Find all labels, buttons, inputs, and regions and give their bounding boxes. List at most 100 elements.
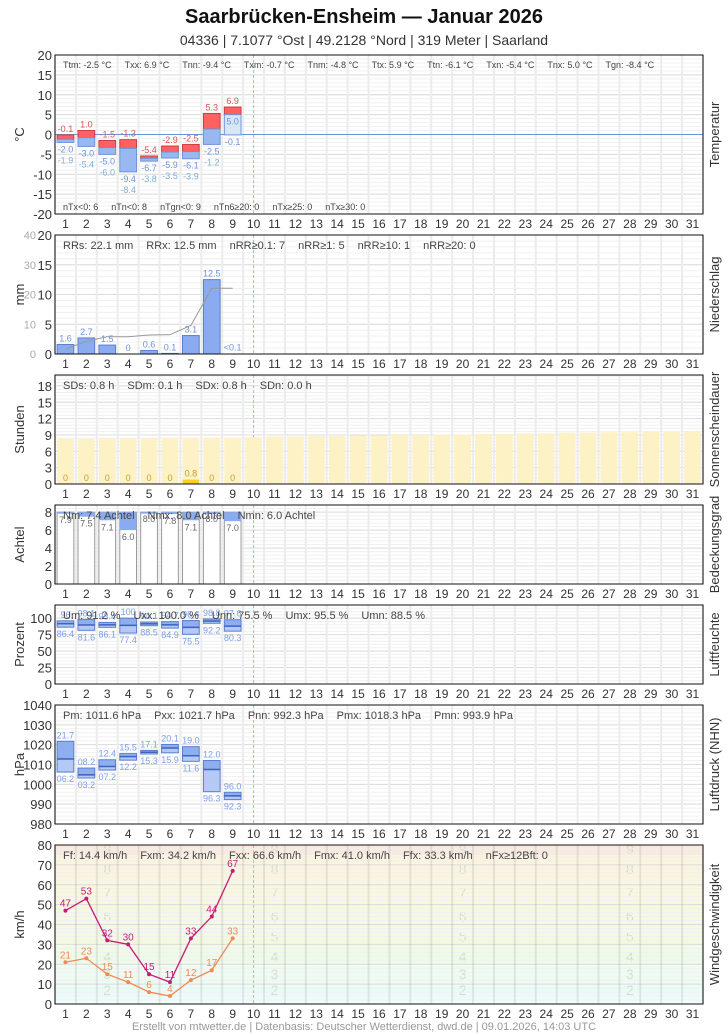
- x-tick-label: 14: [331, 357, 345, 371]
- x-tick-label: 15: [351, 487, 365, 501]
- y-tick-label: 75: [38, 628, 52, 643]
- x-tick-label: 6: [167, 1007, 174, 1021]
- sunshine-potential-bar: [433, 434, 451, 484]
- x-tick-label: 25: [560, 687, 574, 701]
- x-tick-label: 13: [310, 687, 324, 701]
- temp-mid-value: 5.0: [226, 117, 239, 127]
- y-tick-label: 20: [38, 957, 52, 972]
- panel-title: Bedeckungsgrad: [707, 496, 722, 594]
- x-tick-label: 6: [167, 827, 174, 841]
- x-tick-label: 3: [104, 357, 111, 371]
- cloud-clear-part: [161, 512, 179, 514]
- stat-label: nTn<0: 8: [111, 202, 147, 212]
- x-tick-label: 25: [560, 487, 574, 501]
- x-tick-label: 4: [125, 487, 132, 501]
- x-tick-label: 1: [62, 587, 69, 601]
- x-tick-label: 26: [581, 487, 595, 501]
- sunshine-value: 0: [126, 473, 131, 483]
- x-tick-label: 9: [229, 357, 236, 371]
- x-tick-label: 28: [623, 827, 637, 841]
- x-tick-label: 6: [167, 587, 174, 601]
- y-tick-label: 980: [30, 817, 52, 832]
- x-tick-label: 10: [247, 687, 261, 701]
- sunshine-potential-bar: [642, 431, 660, 484]
- x-tick-label: 11: [268, 1007, 281, 1021]
- y-tick-label: 50: [38, 898, 52, 913]
- x-tick-label: 6: [167, 487, 174, 501]
- x-tick-label: 29: [644, 357, 658, 371]
- luftdruck-min-value: 07.2: [98, 772, 116, 782]
- x-tick-label: 24: [540, 217, 554, 231]
- luftdruck-lower-bar: [202, 768, 221, 793]
- sunshine-potential-bar: [684, 431, 701, 484]
- y-tick-label: 5: [45, 317, 52, 332]
- wind-value: 30: [123, 932, 135, 943]
- x-tick-label: 30: [665, 357, 679, 371]
- y-tick-label: 3: [45, 461, 52, 476]
- y-tick-label: 10: [38, 88, 52, 103]
- x-tick-label: 14: [331, 1007, 345, 1021]
- y2-tick-label: 20: [24, 290, 36, 302]
- y-tick-label: 0: [45, 128, 52, 143]
- wind-value: 12: [185, 968, 197, 979]
- stat-label: Ff: 14.4 km/h: [63, 850, 127, 862]
- stat-label: Nmn: 6.0 Achtel: [238, 510, 316, 522]
- x-tick-label: 17: [393, 487, 407, 501]
- temp-min-bar: [77, 137, 96, 147]
- cloud-clear-part: [182, 512, 200, 521]
- cloud-value: 7.1: [101, 522, 114, 532]
- x-tick-label: 26: [581, 587, 595, 601]
- stat-label: Pmn: 993.9 hPa: [434, 710, 514, 722]
- luftdruck-min-value: 06.2: [57, 774, 75, 784]
- x-tick-label: 15: [351, 1007, 365, 1021]
- x-tick-label: 1: [62, 687, 69, 701]
- x-tick-label: 17: [393, 1007, 407, 1021]
- x-tick-label: 8: [208, 587, 215, 601]
- y-tick-label: 60: [38, 878, 52, 893]
- y-tick-label: 40: [38, 918, 52, 933]
- precip-value: 1.5: [101, 334, 114, 344]
- wind-value: 33: [227, 926, 239, 937]
- wind-point: [230, 868, 235, 873]
- precip-value: 3.1: [185, 325, 198, 335]
- stat-label: Txx: 6.9 °C: [125, 60, 170, 70]
- temp-min-bar: [119, 147, 138, 173]
- cloud-clear-part: [77, 512, 95, 517]
- x-tick-label: 25: [560, 587, 574, 601]
- stat-label: nTn6≥20: 0: [214, 202, 259, 212]
- temp-max-bar: [77, 130, 96, 139]
- station-info: 04336 | 7.1077 °Ost | 49.2128 °Nord | 31…: [179, 32, 549, 48]
- x-tick-label: 17: [393, 357, 407, 371]
- x-tick-label: 14: [331, 487, 345, 501]
- y-tick-label: -15: [33, 187, 52, 202]
- cloud-value: 7.5: [80, 519, 93, 529]
- x-tick-label: 9: [229, 827, 236, 841]
- sunshine-potential-bar: [600, 432, 618, 484]
- y-axis-label: Achtel: [12, 526, 27, 562]
- x-tick-label: 9: [229, 587, 236, 601]
- sunshine-potential-bar: [537, 433, 555, 484]
- x-tick-label: 21: [477, 827, 491, 841]
- x-tick-label: 31: [686, 827, 700, 841]
- x-tick-label: 31: [686, 487, 700, 501]
- stat-label: nTx≥30: 0: [325, 202, 365, 212]
- y-axis-label: Stunden: [12, 405, 27, 453]
- x-tick-label: 5: [146, 687, 153, 701]
- x-tick-label: 23: [519, 687, 533, 701]
- wind-point: [105, 938, 110, 943]
- stat-label: SDm: 0.1 h: [127, 380, 182, 392]
- wind-value: 6: [146, 980, 152, 991]
- temp-min-bar: [182, 151, 200, 160]
- stat-label: Fxx: 66.6 km/h: [229, 850, 301, 862]
- luftdruck-max-value: 20.1: [161, 733, 179, 743]
- luftfeuchte-max-value: 96.4: [182, 610, 200, 620]
- x-tick-label: 12: [289, 587, 303, 601]
- x-tick-label: 10: [247, 357, 261, 371]
- x-tick-label: 4: [125, 1007, 132, 1021]
- x-tick-label: 1: [62, 1007, 69, 1021]
- stat-label: Umx: 95.5 %: [285, 610, 348, 622]
- precip-value: 0: [126, 343, 131, 353]
- x-tick-label: 29: [644, 1007, 658, 1021]
- x-tick-label: 27: [602, 487, 616, 501]
- precip-value: 1.6: [59, 333, 72, 343]
